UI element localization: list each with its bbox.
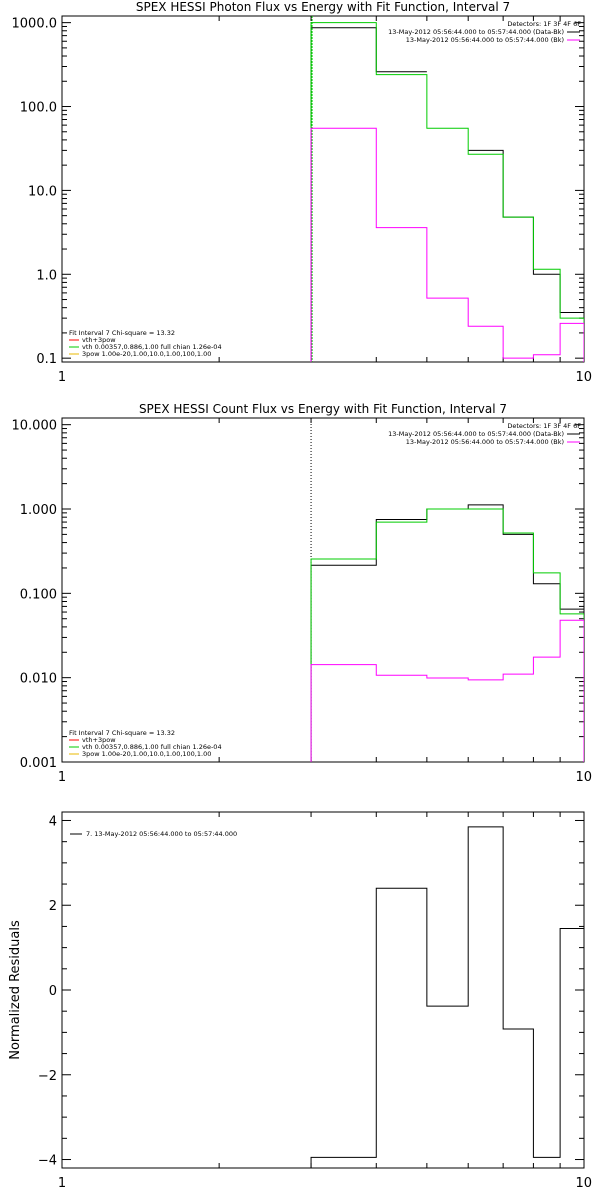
x-tick-label: 1 bbox=[58, 1176, 66, 1191]
legend-entry: Detectors: 1F 3F 4F 6F bbox=[507, 422, 581, 430]
y-tick-label: 10.000 bbox=[12, 419, 58, 434]
y-tick-label: 0.001 bbox=[20, 756, 57, 771]
chart-title: SPEX HESSI Count Flux vs Energy with Fit… bbox=[139, 402, 507, 416]
legend-entry: 3pow 1.00e-20,1.00,10.0,1.00,100,1.00 bbox=[82, 350, 211, 358]
plot-frame bbox=[61, 811, 585, 1169]
series-line-3 bbox=[310, 127, 584, 362]
legend-entry: vth 0.00357,0.886,1.00 full chian 1.26e-… bbox=[82, 743, 222, 751]
y-tick-label: 0.1 bbox=[36, 352, 57, 367]
y-axis-label: Normalized Residuals bbox=[8, 920, 23, 1060]
x-tick-label: 10 bbox=[575, 370, 592, 385]
legend-entry: 13-May-2012 05:56:44.000 to 05:57:44.000… bbox=[388, 430, 564, 438]
chart-panel-3: Normalized Residuals −4 −2 0 2 4 1 10 7. 13-May-… bbox=[8, 811, 592, 1191]
plot-frame bbox=[61, 417, 585, 763]
y-tick-label: 0.100 bbox=[20, 587, 57, 602]
legend-entry: Fit Interval 7 Chi-square = 13.32 bbox=[69, 729, 175, 737]
y-tick-label: 100.0 bbox=[20, 101, 57, 116]
y-tick-label: 0 bbox=[49, 984, 57, 999]
legend-entry: Detectors: 1F 3F 4F 6F bbox=[507, 20, 581, 28]
x-tick-label: 10 bbox=[575, 1176, 592, 1191]
legend-entry: vth+3pow bbox=[82, 336, 116, 344]
series-line-1 bbox=[310, 27, 584, 362]
y-tick-label: 10.0 bbox=[28, 184, 57, 199]
y-tick-label: 1.000 bbox=[20, 503, 57, 518]
chart-panel-1: SPEX HESSI Photon Flux vs Energy with Fi… bbox=[12, 0, 593, 385]
legend-bottom-left: Fit Interval 7 Chi-square = 13.32vth+3po… bbox=[69, 329, 222, 358]
legend-top-left: 7. 13-May-2012 05:56:44.000 to 05:57:44.… bbox=[70, 830, 237, 838]
legend-entry: 3pow 1.00e-20,1.00,10.0,1.00,100,1.00 bbox=[82, 750, 211, 758]
series-line-1 bbox=[310, 826, 584, 1168]
legend-entry: 7. 13-May-2012 05:56:44.000 to 05:57:44.… bbox=[86, 830, 237, 838]
y-tick-label: −4 bbox=[38, 1154, 57, 1169]
series-line-3 bbox=[310, 619, 584, 762]
legend-entry: Fit Interval 7 Chi-square = 13.32 bbox=[69, 329, 175, 337]
legend-entry: 13-May-2012 05:56:44.000 to 05:57:44.000… bbox=[406, 438, 564, 446]
legend-bottom-left: Fit Interval 7 Chi-square = 13.32vth+3po… bbox=[69, 729, 222, 758]
legend-entry: 13-May-2012 05:56:44.000 to 05:57:44.000… bbox=[388, 28, 564, 36]
legend-entry: vth+3pow bbox=[82, 736, 116, 744]
chart-title: SPEX HESSI Photon Flux vs Energy with Fi… bbox=[136, 0, 510, 14]
x-tick-label: 1 bbox=[58, 770, 66, 785]
y-tick-label: 0.010 bbox=[20, 672, 57, 687]
x-tick-label: 10 bbox=[575, 770, 592, 785]
series-line-1 bbox=[310, 504, 584, 762]
x-tick-label: 1 bbox=[58, 370, 66, 385]
series-line-2 bbox=[310, 508, 584, 762]
series-line-2 bbox=[310, 22, 584, 362]
y-tick-label: −2 bbox=[38, 1069, 57, 1084]
y-tick-label: 1000.0 bbox=[12, 17, 58, 32]
legend-entry: vth 0.00357,0.886,1.00 full chian 1.26e-… bbox=[82, 343, 222, 351]
chart-panel-2: SPEX HESSI Count Flux vs Energy with Fit… bbox=[12, 402, 593, 785]
legend-entry: 13-May-2012 05:56:44.000 to 05:57:44.000… bbox=[406, 36, 564, 44]
y-tick-label: 1.0 bbox=[36, 268, 57, 283]
y-tick-label: 4 bbox=[49, 814, 57, 829]
plot-frame bbox=[61, 15, 585, 363]
y-tick-label: 2 bbox=[49, 899, 57, 914]
